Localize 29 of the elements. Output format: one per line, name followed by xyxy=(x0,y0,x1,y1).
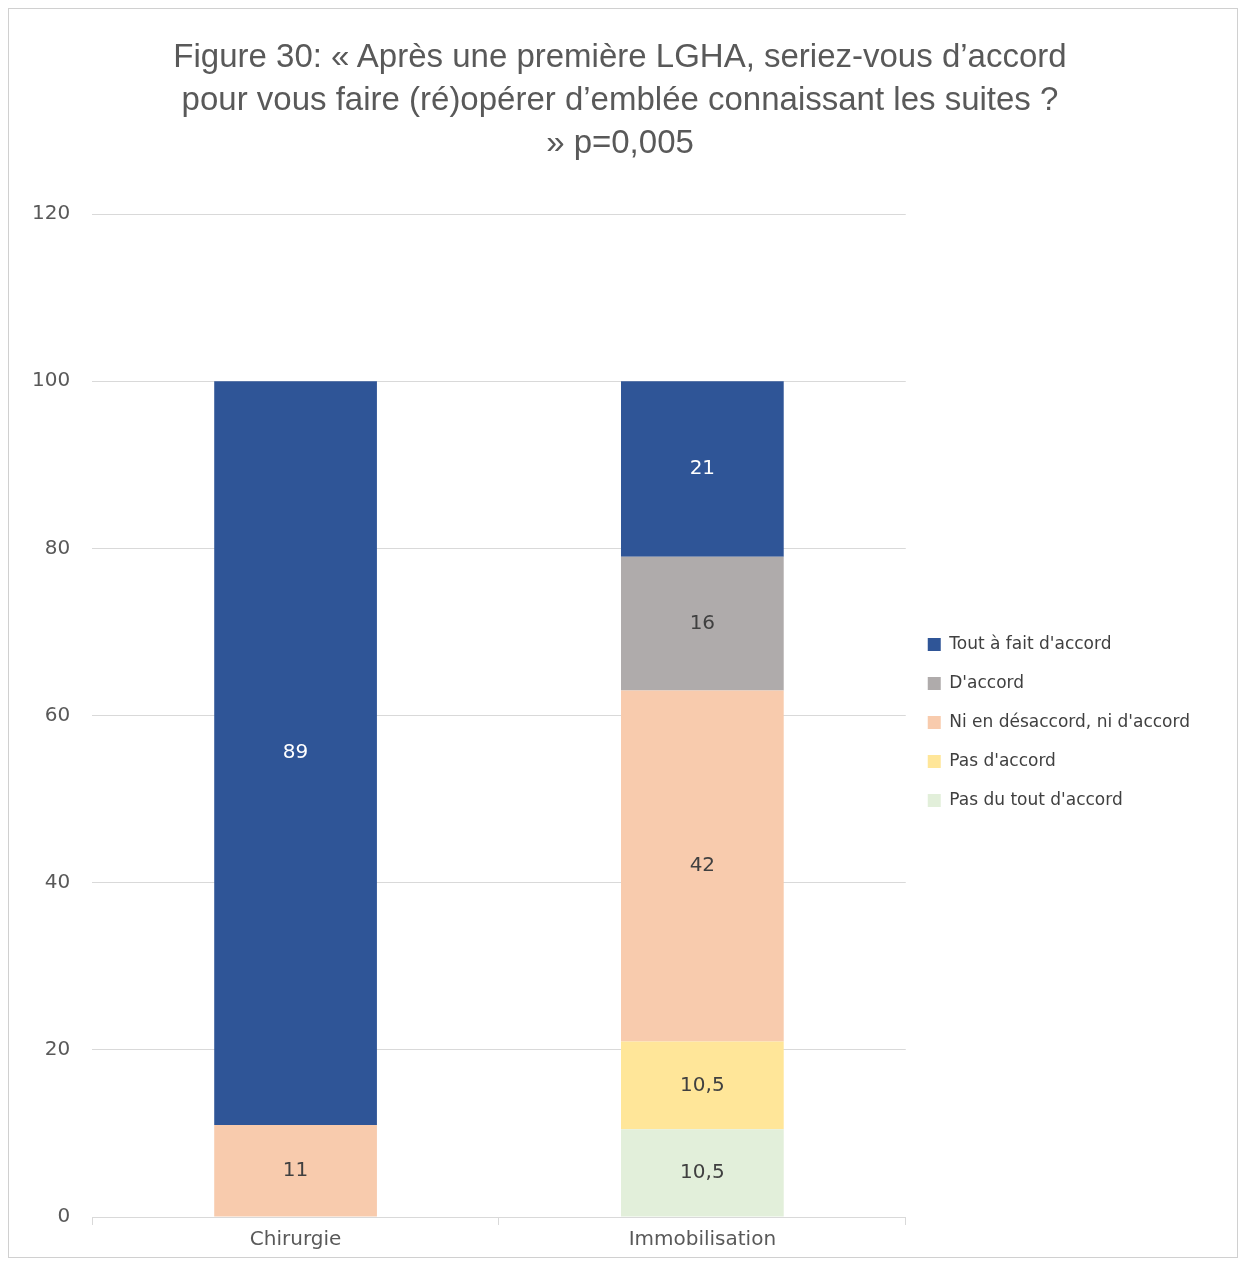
data-label: 11 xyxy=(282,1156,309,1181)
data-label: 89 xyxy=(282,739,309,764)
chart-title: Figure 30: « Après une première LGHA, seriez-vous d’accord pour vous faire (ré)opérer d’emblée connaissant les suites ? » p=0,005 xyxy=(172,36,1068,162)
legend-label: Ni en désaccord, ni d'accord xyxy=(949,710,1190,731)
data-label: 16 xyxy=(689,609,716,634)
bar xyxy=(621,556,784,691)
y-tick-label: 0 xyxy=(57,1203,71,1228)
x-tick-label: Immobilisation xyxy=(628,1226,777,1251)
data-label: 21 xyxy=(689,455,716,480)
data-label: 42 xyxy=(689,852,716,877)
legend-label: Pas du tout d'accord xyxy=(949,788,1123,809)
bar xyxy=(621,690,784,1042)
bar xyxy=(621,1129,784,1217)
y-tick-label: 100 xyxy=(31,367,71,392)
y-tick-label: 80 xyxy=(44,534,71,559)
x-tick-label: Chirurgie xyxy=(249,1226,342,1251)
y-tick-label: 40 xyxy=(44,868,71,893)
legend-label: D'accord xyxy=(949,671,1025,692)
legend-label: Pas d'accord xyxy=(949,749,1056,770)
legend-label: Tout à fait d'accord xyxy=(948,632,1112,653)
bar xyxy=(214,381,377,1126)
y-tick-label: 20 xyxy=(44,1036,71,1061)
bar xyxy=(214,1125,377,1217)
bar xyxy=(621,1041,784,1130)
data-label: 10,5 xyxy=(680,1071,725,1096)
y-tick-label: 60 xyxy=(44,701,71,726)
data-label: 10,5 xyxy=(680,1159,725,1184)
bar xyxy=(621,381,784,557)
y-tick-label: 120 xyxy=(31,200,71,225)
